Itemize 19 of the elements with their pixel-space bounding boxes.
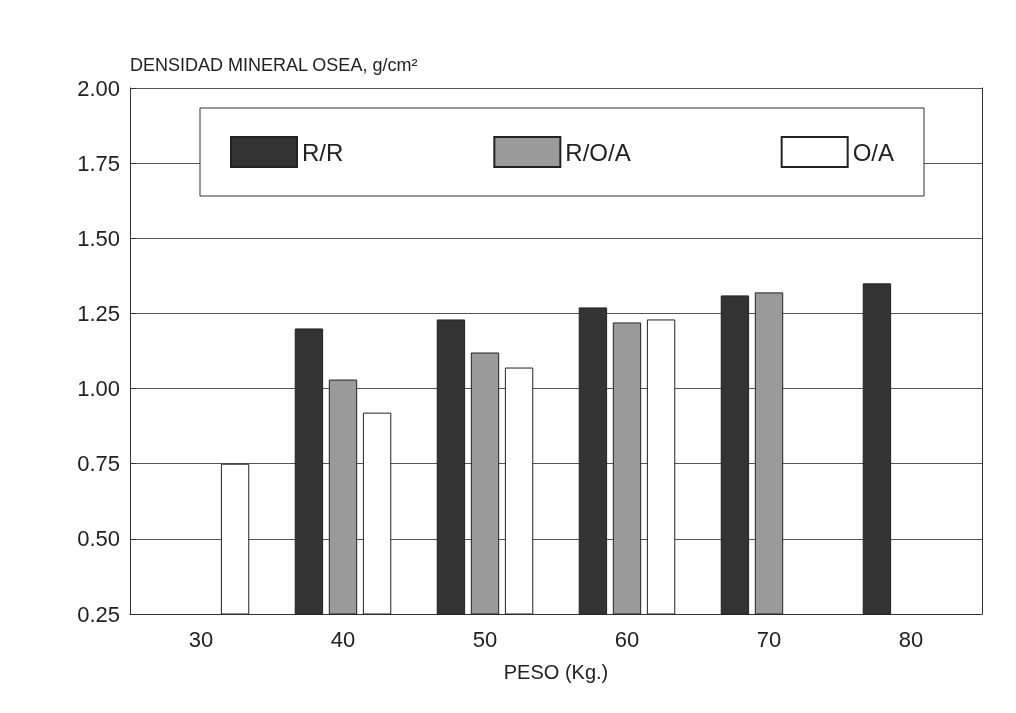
- y-tick-label: 2.00: [77, 75, 120, 101]
- x-axis-title: PESO (Kg.): [503, 661, 609, 683]
- legend-label: R/R: [302, 138, 344, 166]
- y-tick-label: 1.75: [77, 150, 120, 176]
- x-tick-label: 60: [614, 626, 640, 652]
- x-tick-label: 70: [756, 626, 782, 652]
- y-tick-label: 1.00: [77, 376, 120, 402]
- x-tick-label: 40: [330, 626, 356, 652]
- y-axis-title: DENSIDAD MINERAL OSEA, g/cm²: [130, 55, 418, 75]
- x-tick-label: 80: [898, 626, 924, 652]
- legend-label: O/A: [852, 138, 895, 166]
- legend-label: R/O/A: [565, 138, 631, 166]
- y-tick-label: 0.75: [77, 451, 120, 477]
- x-tick-label: 30: [188, 626, 214, 652]
- y-tick-label: 0.50: [77, 526, 120, 552]
- y-tick-label: 0.25: [77, 601, 120, 627]
- x-tick-label: 50: [472, 626, 498, 652]
- y-tick-label: 1.25: [77, 300, 120, 326]
- y-tick-label: 1.50: [77, 225, 120, 251]
